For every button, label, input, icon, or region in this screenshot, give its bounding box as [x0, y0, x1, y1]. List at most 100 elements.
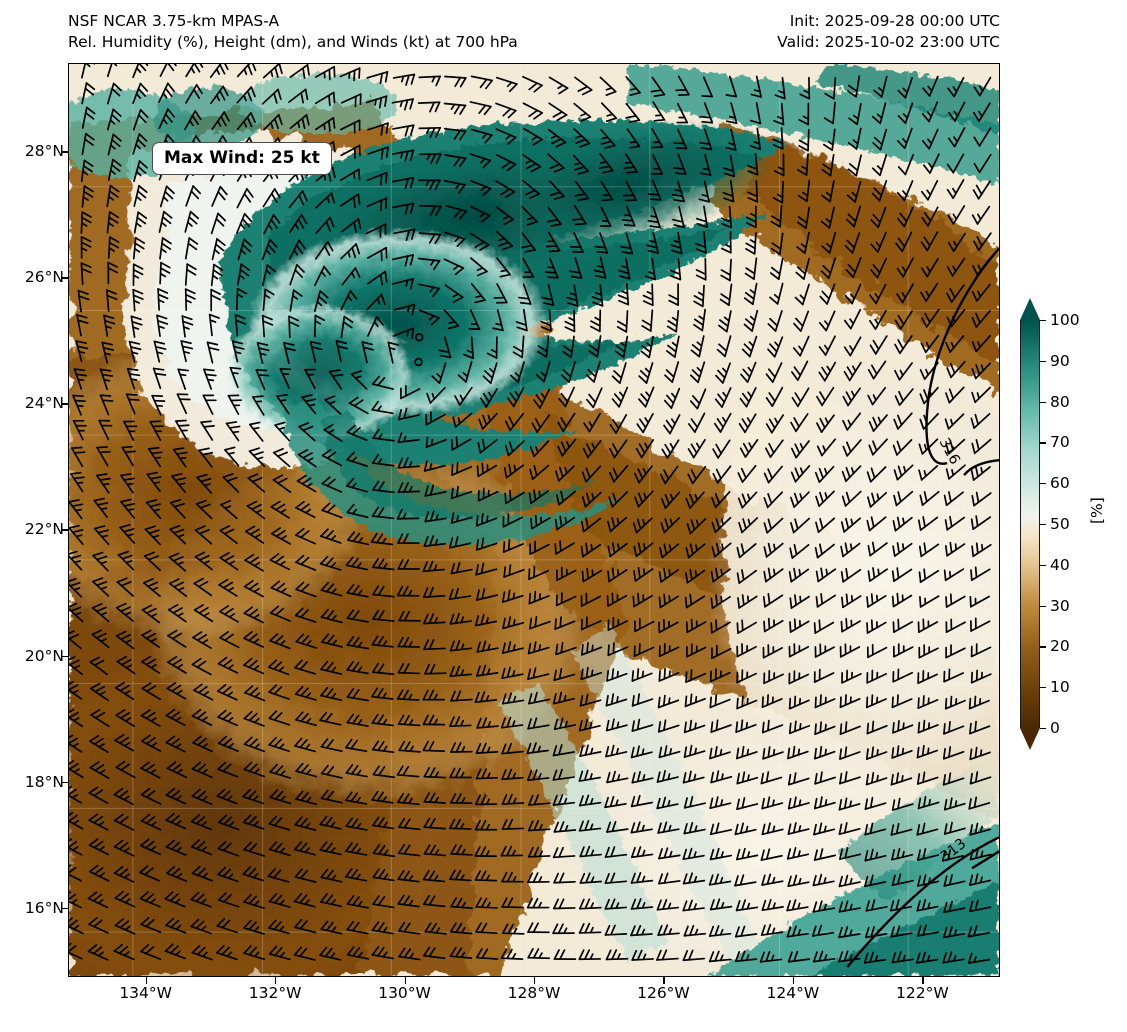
- wind-barb: [450, 512, 473, 524]
- wind-barb: [248, 447, 266, 468]
- wind-barb: [759, 950, 783, 963]
- wind-barb: [80, 236, 92, 259]
- wind-barb: [710, 719, 732, 733]
- wind-barb: [528, 590, 550, 605]
- wind-barb: [919, 386, 939, 405]
- wind-barb: [738, 517, 759, 534]
- wind-barb: [106, 64, 123, 78]
- wind-barb: [417, 101, 441, 113]
- wind-barb: [682, 872, 706, 885]
- wind-barb: [294, 918, 317, 934]
- wind-barb: [345, 817, 368, 831]
- wind-barb: [211, 238, 226, 261]
- wind-barb: [69, 499, 84, 520]
- wind-barb: [943, 568, 965, 582]
- wind-barb: [893, 490, 914, 507]
- wind-barb: [920, 231, 939, 252]
- wind-barb: [348, 396, 369, 415]
- wind-barb: [468, 309, 481, 331]
- wind-barb: [289, 114, 310, 130]
- wind-barb: [919, 361, 939, 380]
- wind-barb: [107, 133, 122, 156]
- relative-humidity-field: 316 313: [69, 64, 999, 976]
- colorbar-tick-label: 60: [1050, 474, 1070, 493]
- wind-barb: [546, 206, 562, 227]
- x-axis-tick: [534, 977, 536, 984]
- wind-barb: [319, 555, 342, 571]
- wind-barb: [842, 387, 861, 407]
- wind-barb: [168, 552, 187, 572]
- wind-barb: [106, 108, 122, 131]
- max-wind-annotation: Max Wind: 25 kt: [152, 142, 332, 175]
- wind-barb: [824, 77, 837, 100]
- wind-barb: [392, 202, 415, 216]
- wind-barb: [132, 263, 144, 287]
- wind-barb: [737, 491, 758, 509]
- wind-barb: [560, 361, 576, 383]
- wind-barb: [818, 310, 836, 332]
- wind-barb: [132, 236, 146, 260]
- colorbar-tick: [1040, 605, 1046, 607]
- wind-barb: [423, 613, 446, 625]
- wind-barb: [114, 918, 136, 935]
- wind-barb: [786, 899, 809, 912]
- wind-barb: [580, 542, 602, 558]
- wind-barb: [309, 340, 323, 363]
- wind-barb: [133, 211, 148, 234]
- wind-barb: [527, 922, 550, 934]
- wind-barb: [838, 874, 861, 888]
- wind-barb: [426, 386, 446, 404]
- wind-barb: [217, 709, 239, 727]
- wind-barb: [921, 128, 939, 150]
- wind-barb: [553, 717, 577, 731]
- wind-barb: [581, 642, 603, 656]
- wind-barb: [350, 370, 368, 390]
- wind-barb: [340, 144, 361, 159]
- map-axes[interactable]: 316 313 Max Wind: 25 kt: [68, 63, 1000, 977]
- wind-barb: [387, 341, 399, 364]
- wind-barb: [971, 283, 991, 302]
- wind-barb: [469, 257, 488, 277]
- wind-barb: [872, 128, 888, 151]
- wind-barb: [868, 414, 888, 432]
- wind-barb: [711, 644, 732, 660]
- wind-barb: [423, 817, 447, 830]
- wind-barb: [622, 180, 637, 202]
- wind-barb: [813, 668, 835, 683]
- wind-barb: [917, 618, 939, 633]
- wind-barb: [321, 448, 342, 467]
- wind-barb: [685, 543, 706, 559]
- wind-barb: [501, 871, 524, 883]
- wind-barb: [791, 387, 810, 408]
- wind-barb: [712, 465, 732, 484]
- wind-barb: [864, 796, 887, 810]
- wind-barb: [606, 592, 628, 607]
- wind-barb: [175, 419, 190, 441]
- wind-barb: [314, 91, 336, 107]
- wind-barb: [838, 797, 861, 811]
- wind-barb: [346, 688, 370, 702]
- wind-barb: [676, 102, 689, 124]
- wind-barb: [475, 512, 498, 527]
- wind-barb: [528, 489, 550, 505]
- wind-barb: [663, 387, 681, 409]
- wind-barb: [699, 102, 714, 124]
- wind-barb: [397, 407, 421, 421]
- wind-barb: [396, 585, 420, 597]
- wind-barb: [320, 868, 343, 883]
- wind-barb: [608, 439, 628, 459]
- wind-barb: [765, 386, 784, 407]
- wind-barb: [865, 772, 888, 786]
- wind-barb: [890, 822, 913, 836]
- wind-barb: [673, 128, 688, 150]
- wind-barb: [449, 793, 473, 805]
- wind-barb: [838, 926, 861, 939]
- wind-barb: [328, 369, 344, 390]
- wind-barb: [604, 795, 627, 809]
- wind-barb: [945, 464, 966, 480]
- wind-barb: [788, 670, 810, 685]
- wind-barb: [640, 335, 654, 359]
- wind-barb: [99, 368, 114, 391]
- wind-barb: [371, 687, 394, 700]
- wind-barb: [970, 412, 991, 429]
